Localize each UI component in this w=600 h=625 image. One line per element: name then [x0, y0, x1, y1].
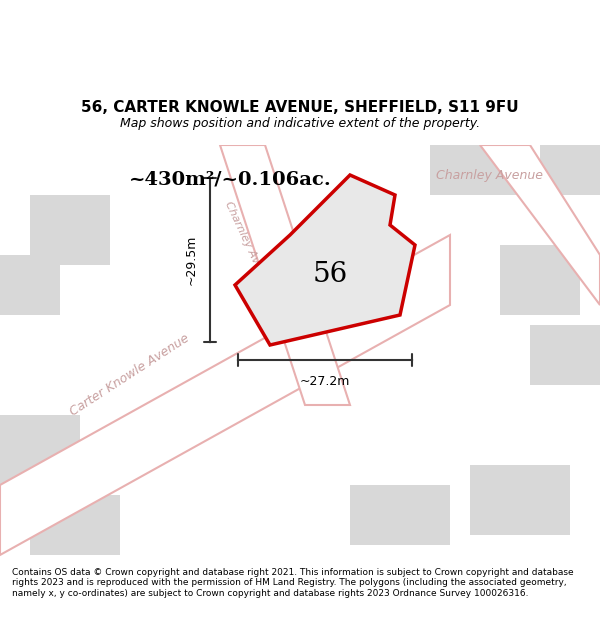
Polygon shape: [350, 485, 450, 545]
Text: 56, CARTER KNOWLE AVENUE, SHEFFIELD, S11 9FU: 56, CARTER KNOWLE AVENUE, SHEFFIELD, S11…: [81, 100, 519, 115]
Polygon shape: [470, 465, 570, 535]
Polygon shape: [0, 415, 80, 485]
Text: ~27.2m: ~27.2m: [300, 375, 350, 388]
Polygon shape: [530, 325, 600, 385]
Polygon shape: [540, 145, 600, 195]
Text: Map shows position and indicative extent of the property.: Map shows position and indicative extent…: [120, 117, 480, 130]
Polygon shape: [0, 255, 60, 315]
Polygon shape: [430, 145, 520, 195]
Text: ~430m²/~0.106ac.: ~430m²/~0.106ac.: [128, 170, 331, 188]
Polygon shape: [30, 195, 110, 265]
Text: Contains OS data © Crown copyright and database right 2021. This information is : Contains OS data © Crown copyright and d…: [12, 568, 574, 598]
Polygon shape: [220, 145, 350, 405]
Polygon shape: [0, 235, 450, 555]
Text: ~29.5m: ~29.5m: [185, 235, 198, 285]
Text: Charnley Avenue: Charnley Avenue: [223, 199, 272, 291]
Polygon shape: [30, 495, 120, 555]
Polygon shape: [500, 245, 580, 315]
Text: 56: 56: [313, 261, 347, 289]
Text: Charnley Avenue: Charnley Avenue: [437, 169, 544, 181]
Polygon shape: [235, 175, 415, 345]
Text: Carter Knowle Avenue: Carter Knowle Avenue: [68, 331, 192, 419]
Polygon shape: [480, 145, 600, 305]
